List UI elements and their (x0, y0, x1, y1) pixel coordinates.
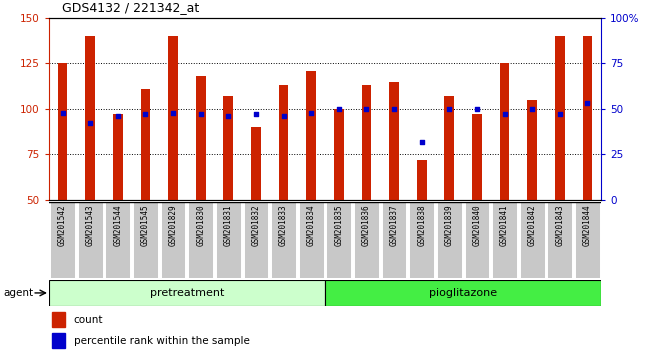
Text: GSM201545: GSM201545 (141, 204, 150, 246)
Bar (51, 312, 65, 327)
Bar (410, 202, 434, 278)
Bar (382, 202, 406, 278)
Point (85, 121, 96, 126)
Bar (58, 63, 68, 200)
Bar (437, 202, 461, 278)
Point (251, 112, 261, 117)
Bar (334, 109, 344, 200)
Bar (140, 89, 150, 200)
Point (196, 112, 206, 117)
Bar (105, 202, 130, 278)
Point (472, 106, 482, 112)
Bar (547, 202, 572, 278)
Bar (465, 202, 489, 278)
Bar (113, 114, 123, 200)
Point (306, 110, 317, 115)
Text: agent: agent (3, 288, 33, 298)
Text: percentile rank within the sample: percentile rank within the sample (73, 336, 250, 346)
Bar (445, 96, 454, 200)
Text: GSM201834: GSM201834 (307, 204, 316, 246)
Point (140, 112, 151, 117)
Bar (50, 202, 75, 278)
Text: GSM201836: GSM201836 (362, 204, 371, 246)
Text: GSM201838: GSM201838 (417, 204, 426, 246)
Bar (85, 36, 95, 200)
Text: GSM201831: GSM201831 (224, 204, 233, 246)
Bar (251, 127, 261, 200)
Point (168, 110, 178, 115)
Point (333, 106, 344, 112)
Point (278, 113, 289, 119)
Bar (168, 36, 178, 200)
Text: GSM201543: GSM201543 (86, 204, 95, 246)
Bar (527, 100, 537, 200)
Text: GSM201835: GSM201835 (334, 204, 343, 246)
Bar (216, 202, 240, 278)
Text: GSM201833: GSM201833 (279, 204, 288, 246)
Text: GSM201544: GSM201544 (113, 204, 122, 246)
Bar (244, 202, 268, 278)
Text: GSM201844: GSM201844 (583, 204, 592, 246)
Point (499, 112, 510, 117)
Text: GSM201840: GSM201840 (473, 204, 482, 246)
Bar (51, 333, 65, 348)
Text: GSM201830: GSM201830 (196, 204, 205, 246)
Text: GSM201542: GSM201542 (58, 204, 67, 246)
Point (417, 139, 427, 144)
Text: GSM201837: GSM201837 (389, 204, 398, 246)
Bar (582, 36, 592, 200)
Bar (279, 85, 289, 200)
Point (582, 101, 593, 106)
Text: count: count (73, 315, 103, 325)
Bar (575, 202, 600, 278)
Bar (361, 85, 371, 200)
Bar (78, 202, 103, 278)
Point (527, 106, 538, 112)
Text: GSM201842: GSM201842 (528, 204, 537, 246)
Point (444, 106, 454, 112)
Bar (49, 280, 325, 306)
Bar (188, 202, 213, 278)
Text: GSM201841: GSM201841 (500, 204, 509, 246)
Bar (354, 202, 379, 278)
Text: GDS4132 / 221342_at: GDS4132 / 221342_at (62, 1, 199, 14)
Text: GSM201829: GSM201829 (168, 204, 177, 246)
Point (223, 113, 233, 119)
Bar (500, 63, 510, 200)
Bar (299, 202, 324, 278)
Text: pretreatment: pretreatment (150, 288, 224, 298)
Point (57, 110, 68, 115)
Bar (555, 36, 565, 200)
Bar (325, 280, 601, 306)
Text: GSM201843: GSM201843 (555, 204, 564, 246)
Bar (224, 96, 233, 200)
Bar (306, 70, 316, 200)
Bar (133, 202, 158, 278)
Point (361, 106, 372, 112)
Point (112, 113, 123, 119)
Bar (520, 202, 545, 278)
Bar (417, 160, 426, 200)
Bar (472, 114, 482, 200)
Text: pioglitazone: pioglitazone (429, 288, 497, 298)
Point (554, 112, 565, 117)
Point (389, 106, 399, 112)
Text: GSM201832: GSM201832 (252, 204, 261, 246)
Bar (161, 202, 185, 278)
Bar (196, 76, 205, 200)
Bar (492, 202, 517, 278)
Bar (326, 202, 351, 278)
Bar (389, 81, 399, 200)
Bar (271, 202, 296, 278)
Text: GSM201839: GSM201839 (445, 204, 454, 246)
